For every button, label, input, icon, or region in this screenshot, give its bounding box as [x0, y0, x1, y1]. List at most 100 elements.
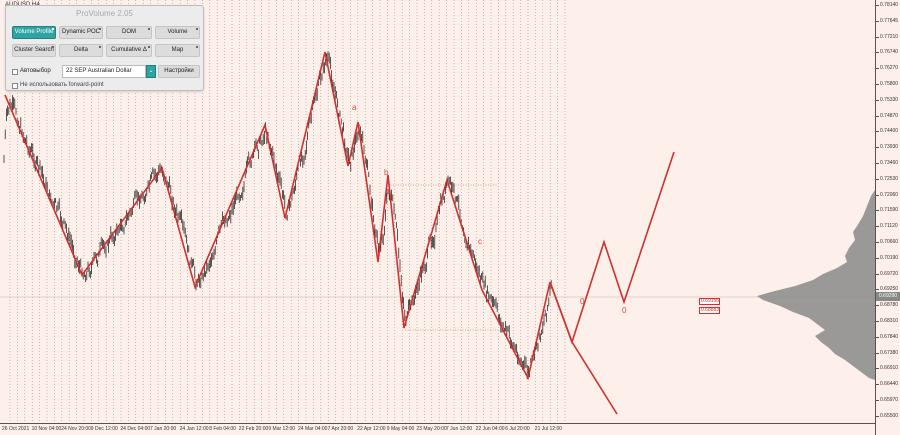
price-tick: [876, 289, 879, 291]
price-chart[interactable]: a b c 0 0: [0, 0, 875, 423]
price-tick: [876, 210, 879, 212]
settings-dot-icon[interactable]: [99, 28, 101, 30]
price-tick: [876, 384, 879, 386]
price-tick: [876, 36, 879, 38]
wave-label-c: c: [478, 237, 482, 246]
price-label: 0.65500: [880, 412, 899, 419]
instrument-select[interactable]: 22 SEP Australian Dollar: [62, 65, 146, 78]
price-label: 0.70190: [880, 254, 899, 261]
price-tick: [876, 5, 879, 6]
price-label: 0.71590: [880, 207, 899, 214]
price-tick: [876, 273, 879, 275]
price-tick: [876, 226, 879, 228]
time-label: 7 Apr 20:00: [327, 426, 354, 432]
cumulative-delta-label: Cumulative Δ: [111, 47, 147, 53]
price-tick: [876, 321, 879, 322]
price-box-upper: 0.69156: [699, 298, 720, 305]
wave-label-zero: 0: [622, 306, 627, 315]
settings-dot-icon[interactable]: [52, 46, 54, 48]
price-tick: [876, 194, 879, 196]
time-label: 9 Mar 12:00: [268, 426, 296, 432]
price-label: 0.74400: [880, 128, 899, 135]
price-label: 0.70660: [880, 239, 899, 245]
price-tick: [876, 68, 879, 70]
map-button[interactable]: Map: [155, 44, 200, 57]
time-label: 24 Mar 04:00: [298, 426, 328, 432]
cluster-search-button[interactable]: Cluster Search: [12, 44, 56, 57]
settings-dot-icon[interactable]: [196, 28, 198, 30]
forward-point-label: Не использовать forward-point: [20, 82, 104, 88]
time-label: 21 Jul 12:00: [534, 426, 563, 432]
price-label: 0.78140: [880, 2, 899, 8]
price-label: 0.73460: [880, 160, 899, 166]
time-label: 22 Feb 20:00: [238, 426, 269, 432]
wave-zigzag: [4, 51, 551, 381]
cumulative-delta-button[interactable]: Cumulative Δ: [106, 44, 152, 57]
wave-label-b: b: [384, 168, 389, 177]
price-label: 0.77645: [880, 17, 899, 24]
settings-dot-icon[interactable]: [196, 46, 198, 48]
dynamic-poc-button[interactable]: Dynamic POC: [59, 26, 103, 39]
price-tick: [876, 178, 879, 180]
price-label: 0.69720: [880, 270, 899, 277]
price-tick: [876, 368, 879, 370]
wave-label-a: a: [352, 103, 357, 112]
price-label: 0.68780: [880, 302, 899, 309]
price-tick: [876, 415, 879, 417]
price-label: 0.65970: [880, 397, 899, 403]
time-label: 8 Feb 04:00: [209, 426, 236, 432]
volume-profile-label: Volume Profile: [14, 29, 54, 35]
time-label: 10 Nov 04:00: [31, 426, 62, 432]
price-label: 0.77210: [880, 33, 899, 40]
price-tick: [876, 131, 879, 133]
volume-profile-histogram: [757, 190, 875, 380]
time-label: 24 Nov 20:00: [61, 426, 91, 432]
time-label: 6 Jul 20:00: [505, 426, 530, 432]
price-label: 0.73930: [880, 144, 899, 151]
price-label: 0.68310: [880, 318, 899, 324]
price-tick: [876, 115, 879, 117]
time-label: 22 Jun 04:00: [475, 426, 505, 432]
settings-dot-icon[interactable]: [148, 46, 150, 48]
provolume-panel[interactable]: ProVolume 2.05 Volume Profile Dynamic PO…: [5, 5, 204, 91]
price-tick: [876, 84, 879, 85]
chevron-down-icon[interactable]: ⌄: [146, 65, 156, 78]
time-label: 7 Jan 20:00: [150, 426, 177, 432]
dynamic-poc-label: Dynamic POC: [61, 29, 100, 35]
time-axis[interactable]: 26 Oct 2021 10 Nov 04:00 24 Nov 20:00 9 Dec…: [0, 423, 875, 435]
wave-label-zero: 0: [580, 297, 585, 306]
cluster-search-label: Cluster Search: [14, 47, 54, 53]
volume-profile-button[interactable]: Volume Profile: [12, 26, 56, 39]
price-label: 0.74870: [880, 112, 899, 119]
delta-label: Delta: [73, 47, 88, 53]
settings-dot-icon[interactable]: [99, 46, 101, 48]
price-label: 0.72060: [880, 191, 899, 198]
wave-projection-up: [549, 151, 675, 345]
delta-button[interactable]: Delta: [59, 44, 103, 57]
price-box-lower: 0.68883: [699, 307, 720, 314]
time-label: 9 Dec 12:00: [90, 426, 118, 432]
price-tick: [876, 305, 879, 307]
settings-dot-icon[interactable]: [52, 28, 54, 30]
price-label: 0.72530: [880, 175, 899, 182]
settings-dot-icon[interactable]: [148, 28, 150, 30]
price-label: 0.66910: [880, 365, 899, 372]
auto-select-checkbox[interactable]: [12, 69, 18, 75]
price-tick: [876, 336, 879, 338]
price-label: 0.66440: [880, 381, 899, 388]
dom-button[interactable]: DOM: [106, 26, 152, 39]
panel-title: ProVolume 2.05: [76, 9, 133, 18]
current-price-label: 0.69290: [876, 292, 900, 301]
price-tick: [876, 20, 879, 22]
price-tick: [876, 257, 879, 259]
dom-label: DOM: [122, 29, 136, 35]
price-label: 0.67380: [880, 349, 899, 356]
forward-point-checkbox[interactable]: [12, 83, 18, 89]
volume-button[interactable]: Volume: [155, 26, 200, 39]
wave-projection-down: [549, 281, 618, 415]
settings-button[interactable]: Настройки: [158, 65, 200, 78]
time-label: 7 Jun 12:00: [446, 426, 473, 432]
price-axis[interactable]: 0.78140 0.77645 0.77210 0.76740 0.76270 0.758…: [875, 0, 900, 435]
price-label: 0.76740: [880, 49, 899, 56]
price-tick: [876, 163, 879, 164]
